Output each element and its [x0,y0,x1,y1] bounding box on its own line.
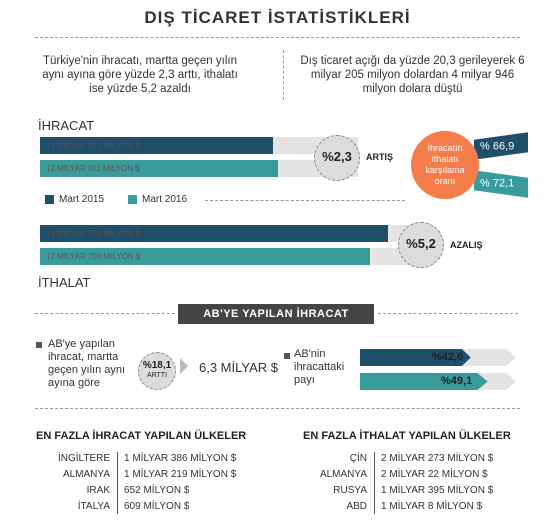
ab-share-bar-2015 [360,349,471,366]
legend-swatch-2015 [45,195,54,204]
import-table-line [374,452,375,514]
ab-share-text: AB'nin ihracattaki payı [294,348,345,386]
ab-bullet-right [284,353,290,359]
import-bar-mart-2016 [40,248,370,265]
tables-divider [35,408,520,409]
import-country-1: ÇİN [349,453,367,464]
export-country-4: İTALYA [77,501,110,512]
import-change-circle: %5,2 [398,222,444,268]
ab-growth-label: ARTTI [146,372,168,379]
import-country-3: RUSYA [333,485,367,496]
legend-label-2016: Mart 2016 [142,194,188,205]
legend-swatch-2016 [128,195,137,204]
import-bar-label-2016: 17 MİLYAR 758 MİLYON $ [46,252,141,261]
export-bar-mart-2015 [40,137,273,154]
export-value-4: 609 MİLYON $ [124,501,190,512]
coverage-label: İhracatın ithalatı karşılama oranı [425,143,465,186]
ab-amount: 6,3 MİLYAR $ [199,360,278,375]
ab-bullet-left [36,342,42,348]
export-bar-label-2015: 12 MİLYAR 521 MİLYON $ [46,141,141,150]
export-value-3: 652 MİLYON $ [124,485,190,496]
ab-growth-circle: %18,1 ARTTI [138,352,176,390]
import-bar-mart-2015 [40,225,388,242]
export-change-value: %2,3 [322,149,352,164]
ab-arrow-icon [180,358,188,374]
export-change-label: ARTIŞ [366,152,393,162]
export-bar-label-2016: 12 MİLYAR 811 MİLYON $ [46,164,140,173]
coverage-tab-2016: % 72,1 [474,170,528,198]
export-table-title: EN FAZLA İHRACAT YAPILAN ÜLKELER [36,430,247,442]
ab-share-bar-2016 [360,373,488,390]
import-country-2: ALMANYA [319,469,367,480]
ab-growth-pct: %18,1 [142,360,172,371]
ab-left-text: AB'ye yapılan ihracat, martta geçen yılı… [48,338,126,389]
coverage-circle: İhracatın ithalatı karşılama oranı [411,131,479,199]
import-value-3: 1 MİLYAR 395 MİLYON $ [381,485,494,496]
export-bar-mart-2016 [40,160,279,177]
import-bar-label-2015: 18 MİLYAR 726 MİLYON $ [46,229,141,238]
export-chart-title: İHRACAT [38,118,95,133]
ab-divider-left [35,313,175,314]
import-chart-title: İTHALAT [38,275,91,290]
ab-share-value-2015: %42,6 [432,351,464,363]
export-change-circle: %2,3 [314,135,360,181]
intro-divider [283,50,285,100]
ab-share-value-2016: %49,1 [441,375,473,387]
export-value-2: 1 MİLYAR 219 MİLYON $ [124,469,237,480]
import-change-value: %5,2 [406,236,436,251]
ab-divider-right [378,313,518,314]
legend-label-2015: Mart 2015 [59,194,105,205]
export-country-2: ALMANYA [62,469,110,480]
export-table-line [117,452,118,514]
import-country-4: ABD [346,501,367,512]
coverage-value-2016: % 72,1 [480,177,515,190]
export-value-1: 1 MİLYAR 386 MİLYON $ [124,453,237,464]
import-value-4: 1 MİLYAR 8 MİLYON $ [381,501,483,512]
ab-banner: AB'YE YAPILAN İHRACAT [178,304,374,324]
import-value-1: 2 MİLYAR 273 MİLYON $ [381,453,494,464]
legend-divider [205,200,405,201]
import-table-title: EN FAZLA İTHALAT YAPILAN ÜLKELER [303,430,511,442]
coverage-value-2015: % 66,9 [480,140,515,153]
export-country-3: IRAK [86,485,110,496]
intro-left-text: Türkiye'nin ihracatı, martta geçen yılın… [42,55,238,95]
title-divider [35,37,520,38]
coverage-tab-2015: % 66,9 [474,132,528,160]
intro-right-text: Dış ticaret açığı da yüzde 20,3 gerileye… [300,55,525,95]
import-value-2: 2 MİLYAR 22 MİLYON $ [381,469,488,480]
page-title: DIŞ TİCARET İSTATİSTİKLERİ [144,8,411,27]
import-change-label: AZALIŞ [450,240,483,250]
export-country-1: İNGİLTERE [57,453,110,464]
